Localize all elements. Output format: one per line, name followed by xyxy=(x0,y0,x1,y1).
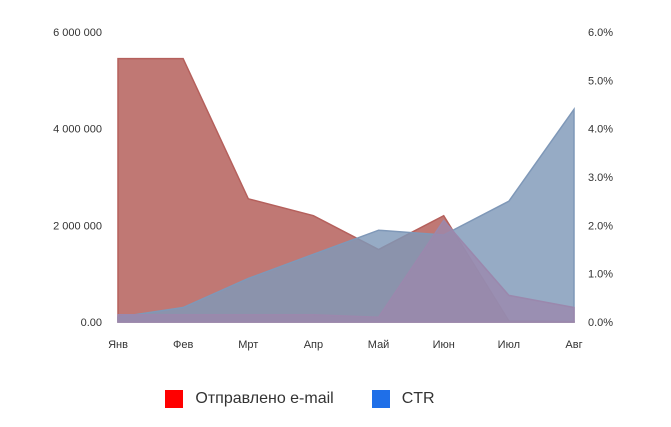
right-tick-label: 0.0% xyxy=(588,317,613,329)
x-tick-label: Июл xyxy=(498,339,520,351)
x-tick-label: Фев xyxy=(173,339,193,351)
legend-item-ctr[interactable]: CTR xyxy=(371,390,435,408)
x-tick-label: Апр xyxy=(304,339,323,351)
right-tick-label: 4.0% xyxy=(588,124,613,136)
legend-swatch-emails xyxy=(165,390,184,408)
right-tick-label: 6.0% xyxy=(588,27,613,39)
x-tick-label: Янв xyxy=(108,339,128,351)
legend: Отправлено e-mail CTR xyxy=(0,390,600,408)
legend-label-ctr: CTR xyxy=(401,390,435,407)
right-tick-label: 5.0% xyxy=(588,75,613,87)
right-axis-labels: 0.0% 1.0% 2.0% 3.0% 4.0% 5.0% 6.0% xyxy=(588,27,613,329)
right-tick-label: 3.0% xyxy=(588,172,613,184)
right-tick-label: 2.0% xyxy=(588,220,613,232)
left-tick-label: 6 000 000 xyxy=(53,27,102,39)
legend-label-emails: Отправлено e-mail xyxy=(195,390,334,407)
left-tick-label: 4 000 000 xyxy=(53,124,102,136)
x-tick-label: Июн xyxy=(433,339,455,351)
legend-item-emails[interactable]: Отправлено e-mail xyxy=(165,390,334,408)
areas-layer xyxy=(117,57,575,323)
left-tick-label: 2 000 000 xyxy=(53,220,102,232)
series-area-2 xyxy=(117,219,575,323)
x-tick-label: Май xyxy=(368,339,390,351)
right-tick-label: 1.0% xyxy=(588,269,613,281)
left-axis-labels: 0.00 2 000 000 4 000 000 6 000 000 xyxy=(53,27,102,329)
x-tick-label: Авг xyxy=(565,339,582,351)
x-axis-labels: Янв Фев Мрт Апр Май Июн Июл Авг xyxy=(108,339,583,351)
left-tick-label: 0.00 xyxy=(81,317,102,329)
legend-swatch-ctr xyxy=(371,390,390,408)
x-tick-label: Мрт xyxy=(238,339,258,351)
